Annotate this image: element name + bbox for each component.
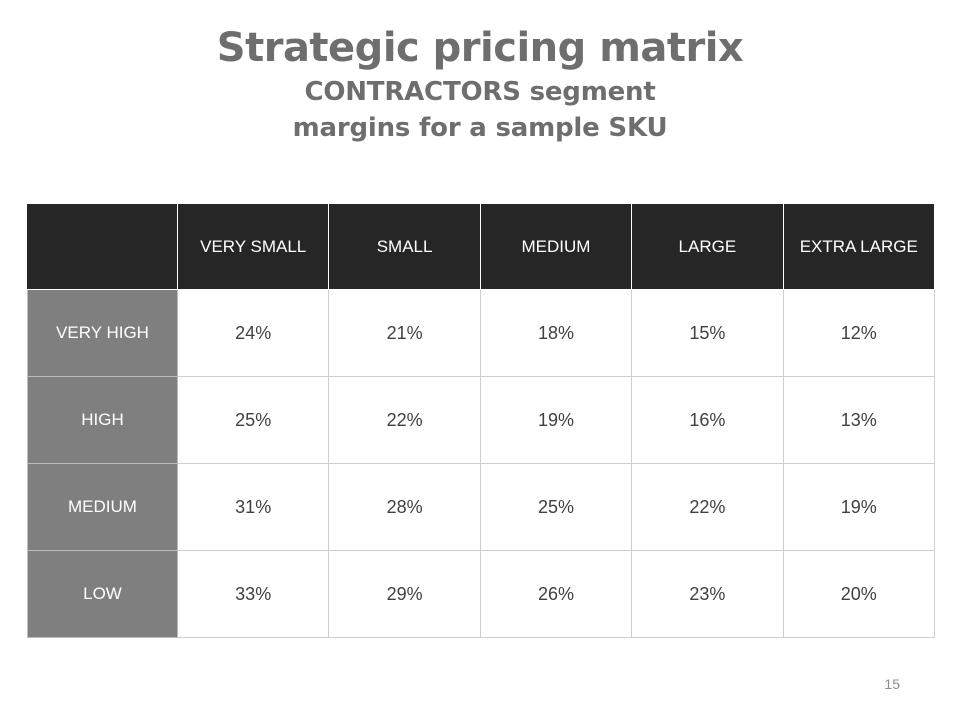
row-header-medium: MEDIUM [27, 463, 178, 551]
column-header-medium: MEDIUM [479, 203, 633, 290]
margin-cell: 22% [631, 463, 784, 551]
margin-cell: 12% [782, 289, 936, 377]
row-header-high: HIGH [27, 376, 178, 464]
column-header-small: SMALL [328, 203, 481, 290]
margin-cell: 22% [328, 376, 481, 464]
margin-cell: 28% [328, 463, 481, 551]
margin-cell: 19% [782, 463, 936, 551]
table-row: HIGH 25% 22% 19% 16% 13% [27, 376, 936, 464]
corner-header-cell [27, 203, 178, 290]
margin-cell: 24% [176, 289, 330, 377]
table-row: LOW 33% 29% 26% 23% 20% [27, 550, 936, 638]
margin-cell: 23% [631, 550, 784, 638]
column-header-extra-large: EXTRA LARGE [782, 203, 936, 290]
row-header-very-high: VERY HIGH [27, 289, 178, 377]
margin-cell: 20% [782, 550, 936, 638]
column-header-large: LARGE [631, 203, 784, 290]
title-block: Strategic pricing matrix CONTRACTORS seg… [0, 22, 960, 146]
margin-cell: 31% [176, 463, 330, 551]
margin-cell: 13% [782, 376, 936, 464]
margin-cell: 33% [176, 550, 330, 638]
pricing-matrix-table: VERY SMALL SMALL MEDIUM LARGE EXTRA LARG… [27, 203, 936, 638]
table-row: VERY HIGH 24% 21% 18% 15% 12% [27, 289, 936, 377]
margin-cell: 18% [479, 289, 633, 377]
margin-cell: 21% [328, 289, 481, 377]
slide-subtitle-segment: CONTRACTORS segment [304, 77, 656, 107]
column-header-row: VERY SMALL SMALL MEDIUM LARGE EXTRA LARG… [27, 203, 936, 290]
margin-cell: 16% [631, 376, 784, 464]
margin-cell: 29% [328, 550, 481, 638]
margin-cell: 25% [176, 376, 330, 464]
row-header-low: LOW [27, 550, 178, 638]
margin-cell: 25% [479, 463, 633, 551]
margin-cell: 19% [479, 376, 633, 464]
slide-subtitle-description: margins for a sample SKU [292, 113, 668, 143]
margin-cell: 15% [631, 289, 784, 377]
page-number: 15 [884, 676, 900, 692]
column-header-very-small: VERY SMALL [176, 203, 330, 290]
table-row: MEDIUM 31% 28% 25% 22% 19% [27, 463, 936, 551]
margin-cell: 26% [479, 550, 633, 638]
slide-title: Strategic pricing matrix [216, 25, 744, 71]
